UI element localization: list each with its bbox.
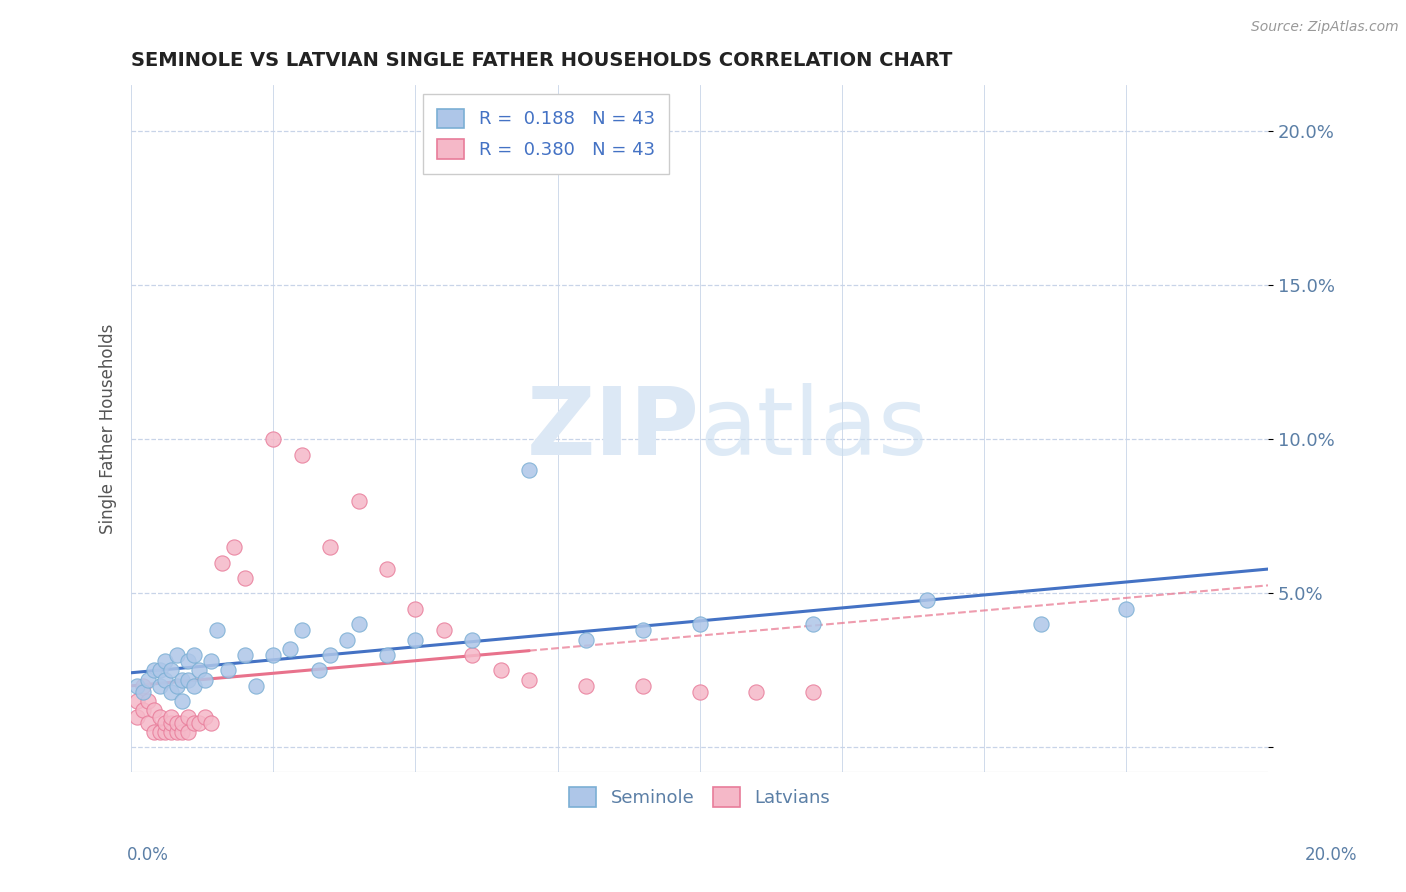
Point [915, 592, 938, 607]
Point [177, 654, 200, 668]
Point [1029, 617, 1052, 632]
Text: ZIP: ZIP [527, 383, 700, 475]
Point [160, 725, 183, 739]
Point [631, 624, 654, 638]
Point [517, 673, 540, 687]
Point [745, 685, 768, 699]
Point [131, 703, 153, 717]
Point [125, 709, 148, 723]
Point [155, 725, 177, 739]
Point [188, 664, 211, 678]
Point [211, 556, 233, 570]
Point [183, 679, 205, 693]
Point [1115, 602, 1137, 616]
Point [172, 715, 194, 730]
Point [143, 703, 166, 717]
Point [291, 448, 314, 462]
Point [136, 694, 159, 708]
Point [166, 679, 188, 693]
Point [347, 617, 370, 632]
Point [194, 709, 217, 723]
Point [160, 709, 183, 723]
Point [177, 725, 200, 739]
Point [801, 685, 824, 699]
Point [194, 673, 217, 687]
Point [489, 664, 512, 678]
Point [461, 632, 484, 647]
Point [347, 494, 370, 508]
Text: 20.0%: 20.0% [1305, 846, 1357, 863]
Point [319, 540, 342, 554]
Point [517, 463, 540, 477]
Point [262, 433, 284, 447]
Point [200, 654, 222, 668]
Point [131, 679, 153, 693]
Point [308, 664, 330, 678]
Point [160, 664, 183, 678]
Point [262, 648, 284, 662]
Point [631, 679, 654, 693]
Point [136, 715, 159, 730]
Legend: Seminole, Latvians: Seminole, Latvians [562, 780, 837, 814]
Point [375, 562, 398, 576]
Point [183, 648, 205, 662]
Point [689, 685, 711, 699]
Point [222, 540, 245, 554]
Text: atlas: atlas [700, 383, 928, 475]
Point [801, 617, 824, 632]
Text: 0.0%: 0.0% [127, 846, 169, 863]
Point [172, 725, 194, 739]
Point [131, 685, 153, 699]
Point [433, 624, 456, 638]
Point [689, 617, 711, 632]
Point [155, 715, 177, 730]
Point [183, 715, 205, 730]
Point [319, 648, 342, 662]
Point [172, 694, 194, 708]
Point [160, 715, 183, 730]
Point [404, 602, 426, 616]
Point [166, 725, 188, 739]
Point [125, 679, 148, 693]
Point [149, 709, 172, 723]
Point [233, 648, 256, 662]
Point [280, 641, 302, 656]
Point [155, 673, 177, 687]
Point [125, 694, 148, 708]
Point [461, 648, 484, 662]
Point [136, 673, 159, 687]
Point [177, 673, 200, 687]
Point [160, 685, 183, 699]
Point [575, 679, 598, 693]
Point [404, 632, 426, 647]
Point [200, 715, 222, 730]
Point [166, 715, 188, 730]
Text: SEMINOLE VS LATVIAN SINGLE FATHER HOUSEHOLDS CORRELATION CHART: SEMINOLE VS LATVIAN SINGLE FATHER HOUSEH… [131, 51, 953, 70]
Point [245, 679, 267, 693]
Point [149, 725, 172, 739]
Point [177, 709, 200, 723]
Point [149, 679, 172, 693]
Point [575, 632, 598, 647]
Point [375, 648, 398, 662]
Point [233, 571, 256, 585]
Y-axis label: Single Father Households: Single Father Households [100, 324, 117, 533]
Point [205, 624, 228, 638]
Point [172, 673, 194, 687]
Point [143, 725, 166, 739]
Text: Source: ZipAtlas.com: Source: ZipAtlas.com [1251, 20, 1399, 34]
Point [143, 664, 166, 678]
Point [217, 664, 239, 678]
Point [166, 648, 188, 662]
Point [336, 632, 359, 647]
Point [188, 715, 211, 730]
Point [155, 654, 177, 668]
Point [149, 664, 172, 678]
Point [291, 624, 314, 638]
